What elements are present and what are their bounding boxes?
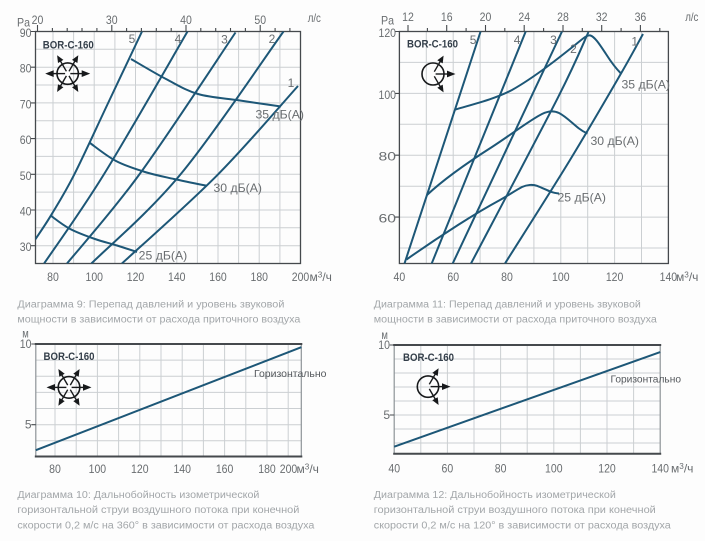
svg-text:60: 60: [20, 133, 32, 147]
svg-text:3: 3: [550, 33, 557, 47]
svg-text:30: 30: [20, 240, 32, 254]
svg-text:горизонтальной струи воздушног: горизонтальной струи воздушного потока п…: [374, 505, 656, 516]
svg-text:35 дБ(А): 35 дБ(А): [256, 108, 305, 122]
svg-text:36: 36: [635, 10, 647, 24]
svg-text:BOR-C-160: BOR-C-160: [403, 352, 454, 364]
svg-text:25 дБ(А): 25 дБ(А): [558, 191, 607, 205]
svg-text:Pa: Pa: [17, 16, 30, 30]
svg-text:80: 80: [49, 462, 61, 476]
svg-text:200: 200: [280, 462, 298, 476]
svg-text:10: 10: [378, 338, 390, 352]
svg-text:120: 120: [127, 270, 145, 284]
svg-text:4: 4: [175, 32, 182, 46]
svg-text:20: 20: [32, 13, 44, 27]
svg-text:30 дБ(А): 30 дБ(А): [591, 134, 640, 148]
svg-text:Диаграмма 12: Дальнобойность и: Диаграмма 12: Дальнобойность изометричес…: [374, 489, 616, 501]
svg-text:100: 100: [86, 270, 104, 284]
svg-text:60: 60: [379, 212, 397, 226]
svg-text:100: 100: [552, 270, 570, 284]
svg-text:м3/ч: м3/ч: [676, 270, 698, 284]
svg-text:скорости 0,2 м/с на 120° в зав: скорости 0,2 м/с на 120° в зависимости о…: [374, 520, 671, 531]
svg-text:120: 120: [379, 26, 397, 40]
svg-text:140: 140: [651, 462, 669, 476]
svg-text:100: 100: [379, 88, 397, 102]
svg-text:120: 120: [598, 462, 616, 476]
svg-text:30: 30: [106, 13, 118, 27]
svg-text:160: 160: [209, 270, 227, 284]
svg-text:100: 100: [89, 462, 107, 476]
svg-text:140: 140: [168, 270, 186, 284]
svg-text:BOR-C-160: BOR-C-160: [44, 351, 95, 363]
svg-text:20: 20: [480, 10, 492, 24]
svg-text:горизонтальной струи воздушног: горизонтальной струи воздушного потока п…: [17, 505, 299, 516]
svg-text:BOR-C-160: BOR-C-160: [407, 39, 458, 51]
svg-text:м3/ч: м3/ч: [671, 462, 693, 476]
svg-text:120: 120: [131, 462, 149, 476]
svg-text:м: м: [22, 327, 29, 341]
svg-text:3: 3: [221, 33, 228, 47]
svg-text:5: 5: [383, 408, 390, 422]
svg-text:60: 60: [442, 462, 454, 476]
svg-text:л/с: л/с: [685, 10, 698, 24]
svg-text:16: 16: [441, 10, 453, 24]
svg-text:80: 80: [501, 270, 513, 284]
svg-text:24: 24: [518, 10, 530, 24]
svg-text:л/с: л/с: [308, 11, 321, 25]
svg-text:мощности в зависимости от рас: мощности в зависимости от расхода приточ…: [374, 315, 657, 326]
svg-text:160: 160: [216, 462, 234, 476]
svg-text:2: 2: [570, 42, 577, 56]
svg-text:4: 4: [514, 33, 521, 47]
svg-text:120: 120: [606, 270, 624, 284]
svg-text:40: 40: [20, 204, 32, 218]
svg-text:180: 180: [258, 462, 276, 476]
svg-text:200: 200: [292, 270, 310, 284]
svg-text:Диаграмма 11: Перепад давлений: Диаграмма 11: Перепад давлений и уровень…: [374, 300, 641, 311]
svg-text:50: 50: [254, 13, 266, 27]
svg-text:1: 1: [288, 76, 295, 90]
svg-text:180: 180: [251, 270, 269, 284]
svg-text:Диаграмма 9: Перепад давлений: Диаграмма 9: Перепад давлений и уровень …: [17, 300, 284, 311]
svg-text:Pa: Pa: [381, 14, 394, 28]
svg-text:30 дБ(А): 30 дБ(А): [214, 181, 263, 195]
svg-text:Горизонтально: Горизонтально: [611, 374, 682, 386]
svg-text:2: 2: [269, 32, 276, 46]
svg-text:40: 40: [388, 462, 400, 476]
svg-text:м3/ч: м3/ч: [310, 270, 332, 284]
svg-text:мощности в зависимости от рас: мощности в зависимости от расхода приточ…: [17, 315, 300, 326]
svg-text:12: 12: [402, 10, 414, 24]
svg-text:10: 10: [20, 337, 32, 351]
svg-text:м: м: [381, 328, 388, 342]
svg-text:скорости 0,2 м/с на 360° в зав: скорости 0,2 м/с на 360° в зависимости о…: [17, 520, 314, 531]
svg-text:5: 5: [25, 418, 32, 432]
svg-text:70: 70: [20, 97, 32, 111]
svg-text:140: 140: [173, 462, 191, 476]
svg-text:28: 28: [557, 10, 569, 24]
svg-text:100: 100: [545, 462, 563, 476]
svg-text:40: 40: [180, 13, 192, 27]
svg-text:140: 140: [660, 270, 678, 284]
svg-text:35 дБ(А): 35 дБ(А): [622, 78, 671, 92]
svg-text:5: 5: [470, 33, 477, 47]
svg-text:80: 80: [495, 462, 507, 476]
svg-text:25 дБ(А): 25 дБ(А): [139, 249, 188, 263]
svg-text:90: 90: [20, 26, 32, 40]
svg-text:80: 80: [20, 62, 32, 76]
svg-text:32: 32: [596, 10, 608, 24]
svg-text:60: 60: [447, 270, 459, 284]
svg-text:5: 5: [129, 32, 136, 46]
svg-text:40: 40: [394, 270, 406, 284]
svg-text:1: 1: [631, 34, 638, 48]
svg-text:80: 80: [47, 270, 59, 284]
svg-text:80: 80: [379, 150, 397, 164]
svg-text:BOR-C-160: BOR-C-160: [43, 39, 94, 51]
svg-text:50: 50: [20, 169, 32, 183]
svg-text:Диаграмма 10: Дальнобойность и: Диаграмма 10: Дальнобойность изометричес…: [17, 489, 259, 501]
svg-text:Горизонтально: Горизонтально: [254, 368, 327, 380]
svg-text:м3/ч: м3/ч: [297, 462, 319, 476]
